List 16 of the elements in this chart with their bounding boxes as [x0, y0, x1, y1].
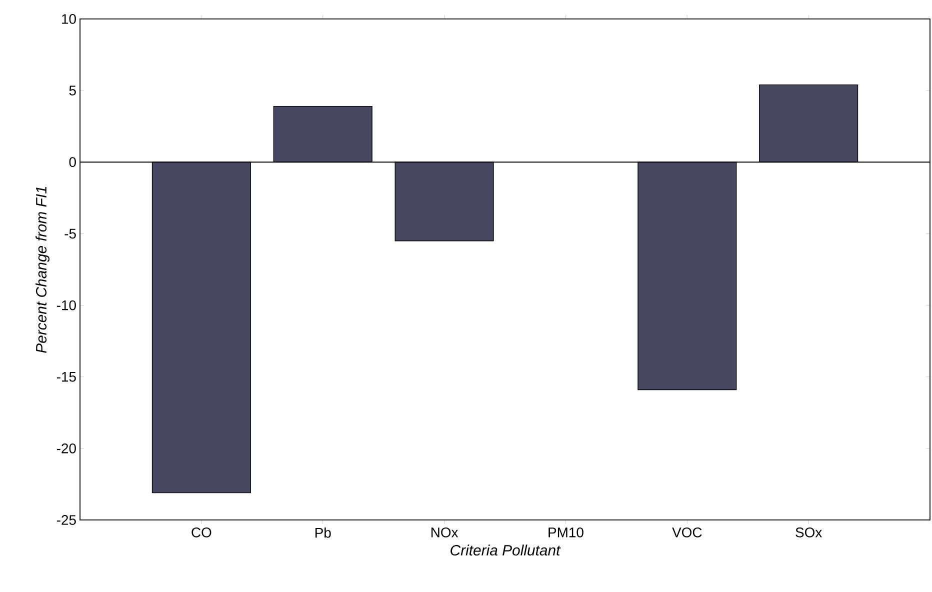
x-tick-label: VOC	[672, 527, 702, 538]
x-tick-label: NOx	[431, 527, 458, 538]
y-axis-title: Percent Change from FI1	[36, 186, 50, 353]
y-tick-label: -20	[56, 443, 76, 454]
y-tick-label: 0	[69, 157, 76, 168]
x-tick-label: PM10	[548, 527, 584, 538]
y-tick-label: 10	[62, 14, 76, 24]
y-tick-label: 5	[69, 86, 76, 96]
x-tick-label: CO	[192, 527, 212, 538]
x-axis-title: Criteria Pollutant	[450, 544, 561, 556]
x-tick-label: SOx	[796, 527, 822, 538]
y-tick-label: -15	[56, 372, 76, 382]
y-tick-label: -25	[56, 515, 76, 525]
y-tick-label: -5	[64, 228, 76, 239]
x-tick-label: Pb	[315, 527, 331, 538]
y-tick-label: -10	[56, 300, 76, 310]
